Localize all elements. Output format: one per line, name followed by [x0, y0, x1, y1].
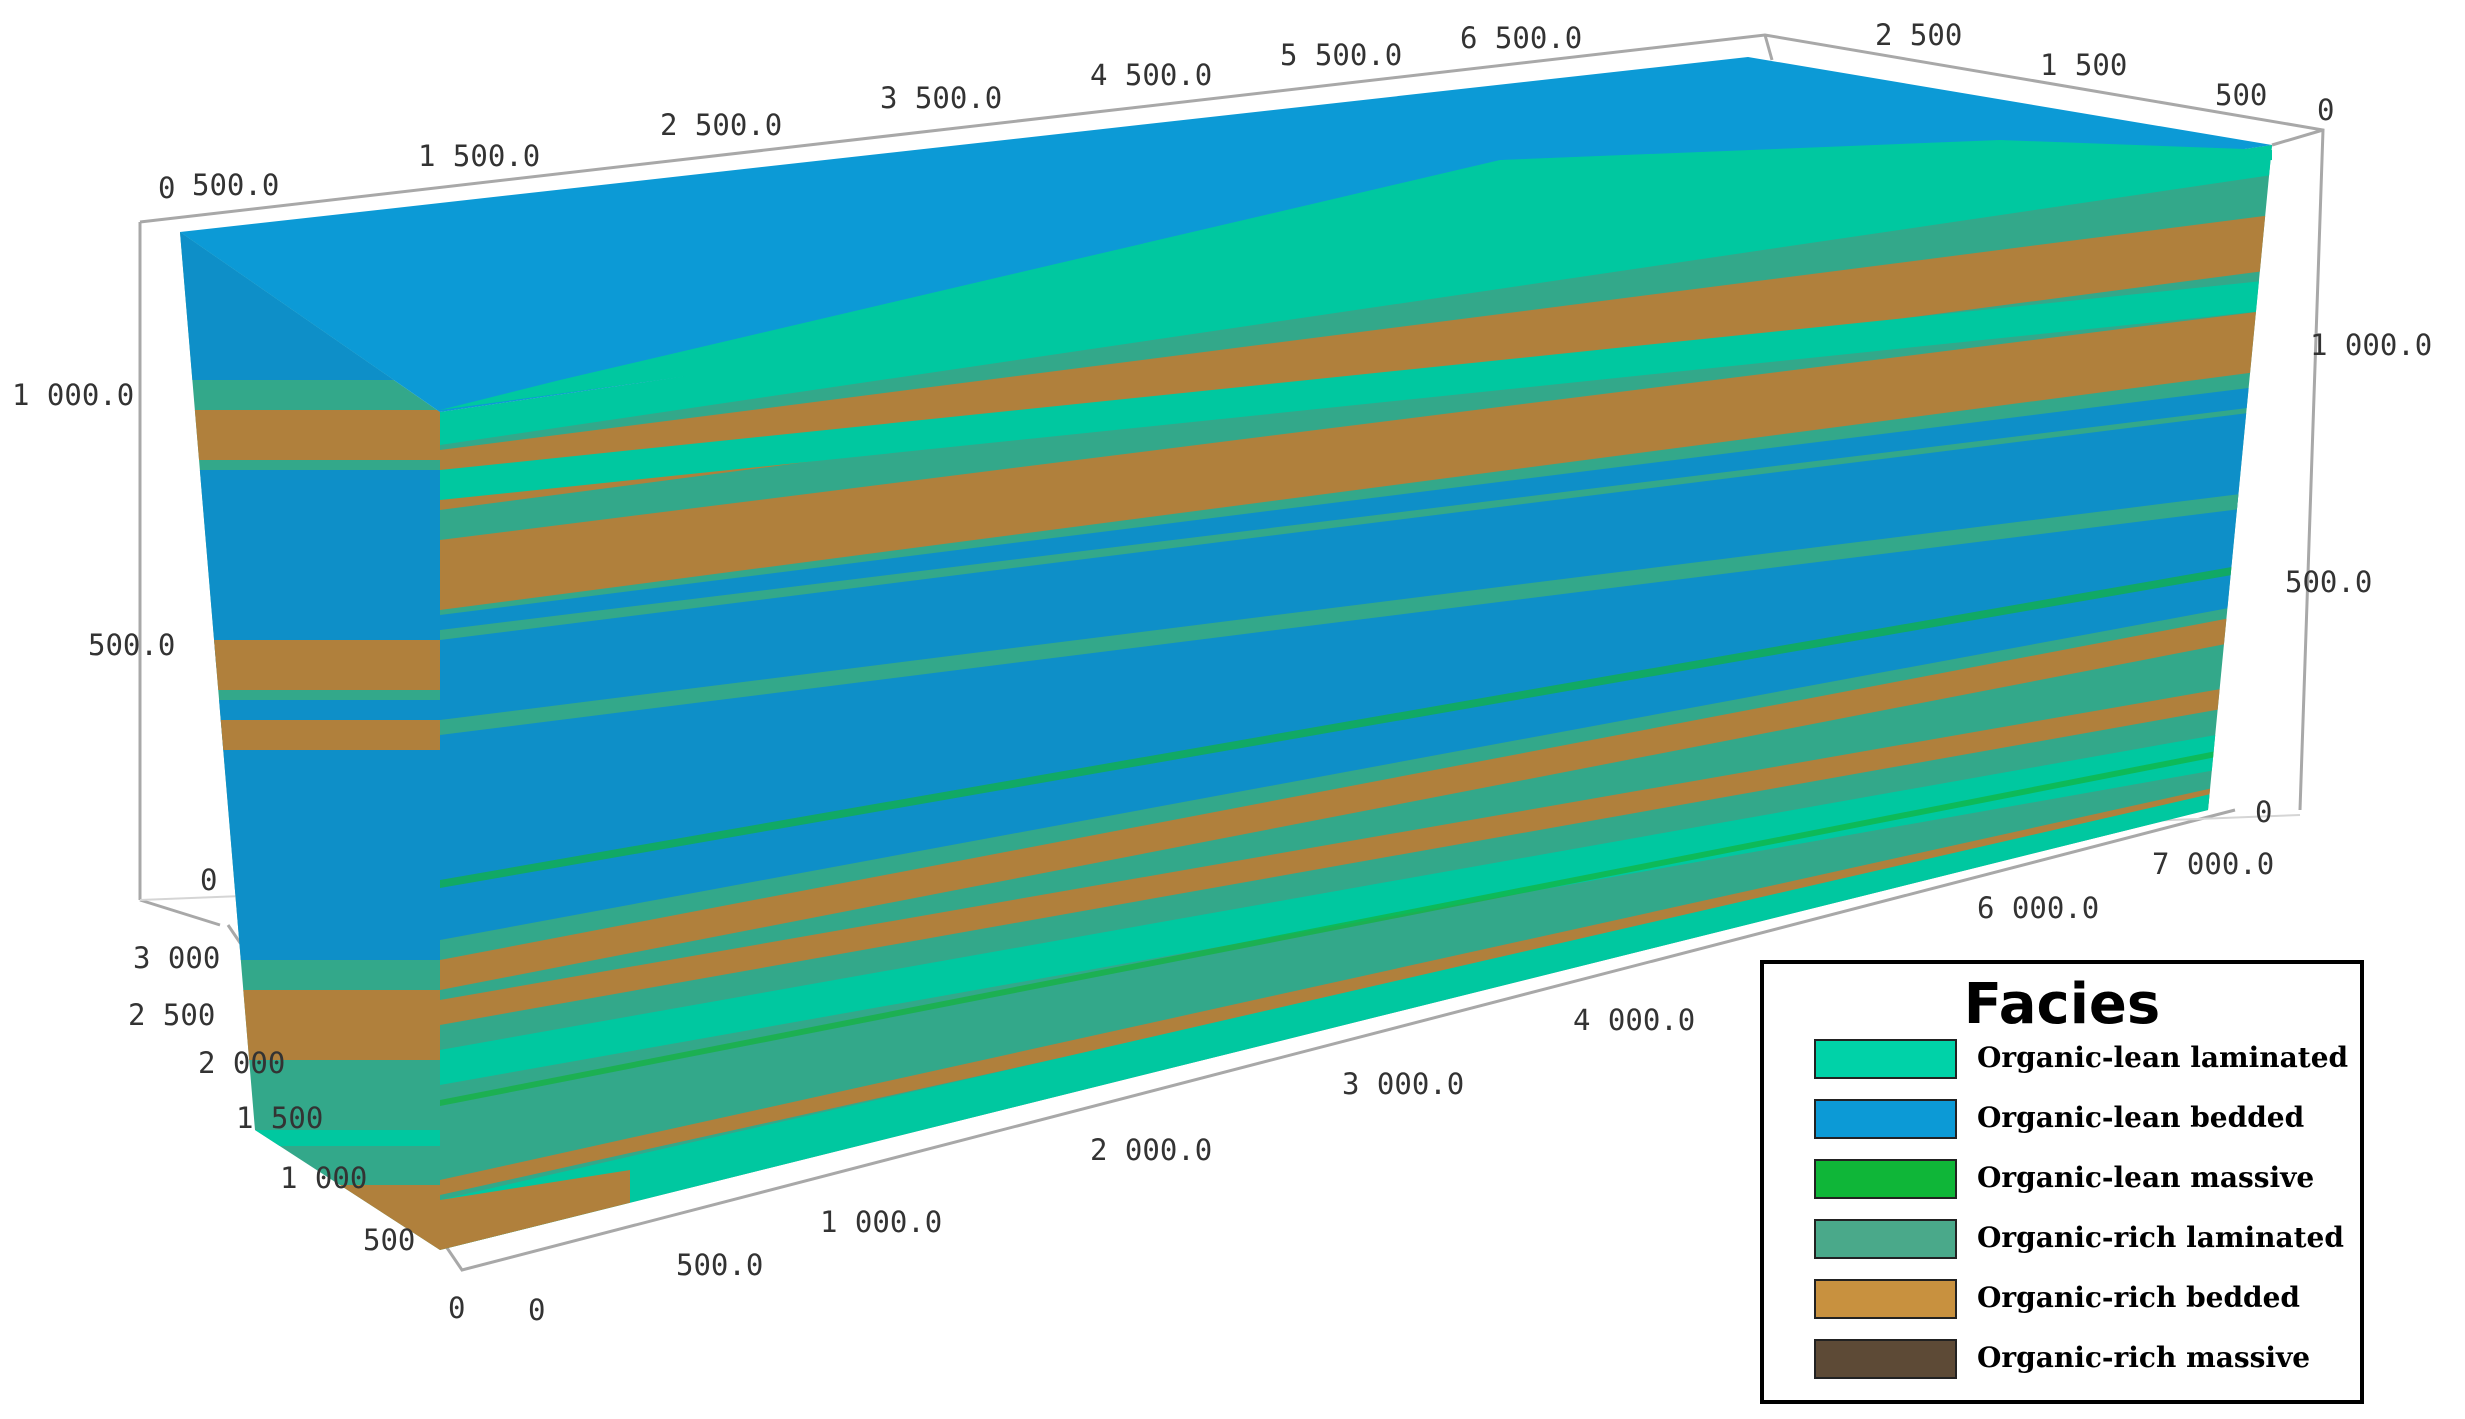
legend-swatch [1814, 1039, 1957, 1079]
bottom-length-tick-4: 3 000.0 [1342, 1067, 1464, 1101]
bottom-length-tick-1: 500.0 [676, 1248, 763, 1282]
top-front-tick-0: 0 [158, 171, 175, 205]
bottom-length-tick-2: 1 000.0 [820, 1205, 942, 1239]
legend-item: Organic-rich bedded [1814, 1279, 2354, 1323]
left-vertical-tick-2: 0 [200, 863, 217, 897]
right-vertical-tick-0: 1 000.0 [2310, 328, 2432, 362]
left-vertical-tick-1: 500.0 [88, 628, 175, 662]
top-front-tick-7: 6 500.0 [1460, 21, 1582, 55]
depth-axis-tick-2: 2 000 [198, 1046, 285, 1080]
legend-label: Organic-lean laminated [1977, 1041, 2349, 1074]
left-vertical-tick-0: 1 000.0 [12, 378, 134, 412]
legend-title: Facies [1963, 972, 2161, 1037]
legend-item: Organic-rich laminated [1814, 1219, 2354, 1263]
depth-axis-tick-1: 2 500 [128, 998, 215, 1032]
legend-swatch [1814, 1099, 1957, 1139]
legend-swatch [1814, 1339, 1957, 1379]
legend-label: Organic-rich bedded [1977, 1281, 2301, 1314]
top-right-tick-3: 0 [2317, 93, 2334, 127]
depth-axis-tick-0: 3 000 [133, 941, 220, 975]
bottom-length-tick-5: 4 000.0 [1573, 1003, 1695, 1037]
right-vertical-tick-1: 500.0 [2285, 565, 2372, 599]
depth-axis-tick-4: 1 000 [280, 1161, 367, 1195]
top-right-tick-2: 500 [2215, 78, 2267, 112]
top-front-tick-3: 2 500.0 [660, 108, 782, 142]
top-front-tick-1: 500.0 [192, 168, 279, 202]
bottom-length-tick-6: 6 000.0 [1977, 891, 2099, 925]
legend-item: Organic-lean bedded [1814, 1099, 2354, 1143]
legend-label: Organic-lean bedded [1977, 1101, 2305, 1134]
legend-swatch [1814, 1219, 1957, 1259]
top-face [180, 57, 2272, 412]
top-front-tick-6: 5 500.0 [1280, 38, 1402, 72]
legend-item: Organic-lean laminated [1814, 1039, 2354, 1083]
facies-legend: Facies Organic-lean laminated Organic-lea… [1760, 960, 2364, 1404]
bottom-length-tick-3: 2 000.0 [1090, 1133, 1212, 1167]
legend-swatch [1814, 1279, 1957, 1319]
side-face [440, 145, 2272, 1250]
legend-label: Organic-rich laminated [1977, 1221, 2344, 1254]
top-right-tick-0: 2 500 [1875, 18, 1962, 52]
top-right-tick-1: 1 500 [2040, 48, 2127, 82]
axis-tick-labels: 0 500.0 1 500.0 2 500.0 3 500.0 4 500.0 5 500.… [12, 18, 2432, 1327]
top-front-tick-5: 4 500.0 [1090, 58, 1212, 92]
legend-label: Organic-rich massive [1977, 1341, 2311, 1374]
top-front-tick-4: 3 500.0 [880, 81, 1002, 115]
depth-axis-tick-6: 0 [448, 1291, 465, 1325]
legend-swatch [1814, 1159, 1957, 1199]
bottom-length-tick-7: 7 000.0 [2152, 847, 2274, 881]
depth-axis-tick-3: 1 500 [236, 1101, 323, 1135]
legend-item: Organic-lean massive [1814, 1159, 2354, 1203]
top-front-tick-2: 1 500.0 [418, 139, 540, 173]
bottom-length-tick-0: 0 [528, 1293, 545, 1327]
legend-label: Organic-lean massive [1977, 1161, 2315, 1194]
legend-item: Organic-rich massive [1814, 1339, 2354, 1383]
depth-axis-tick-5: 500 [363, 1223, 415, 1257]
right-vertical-tick-2: 0 [2255, 795, 2272, 829]
